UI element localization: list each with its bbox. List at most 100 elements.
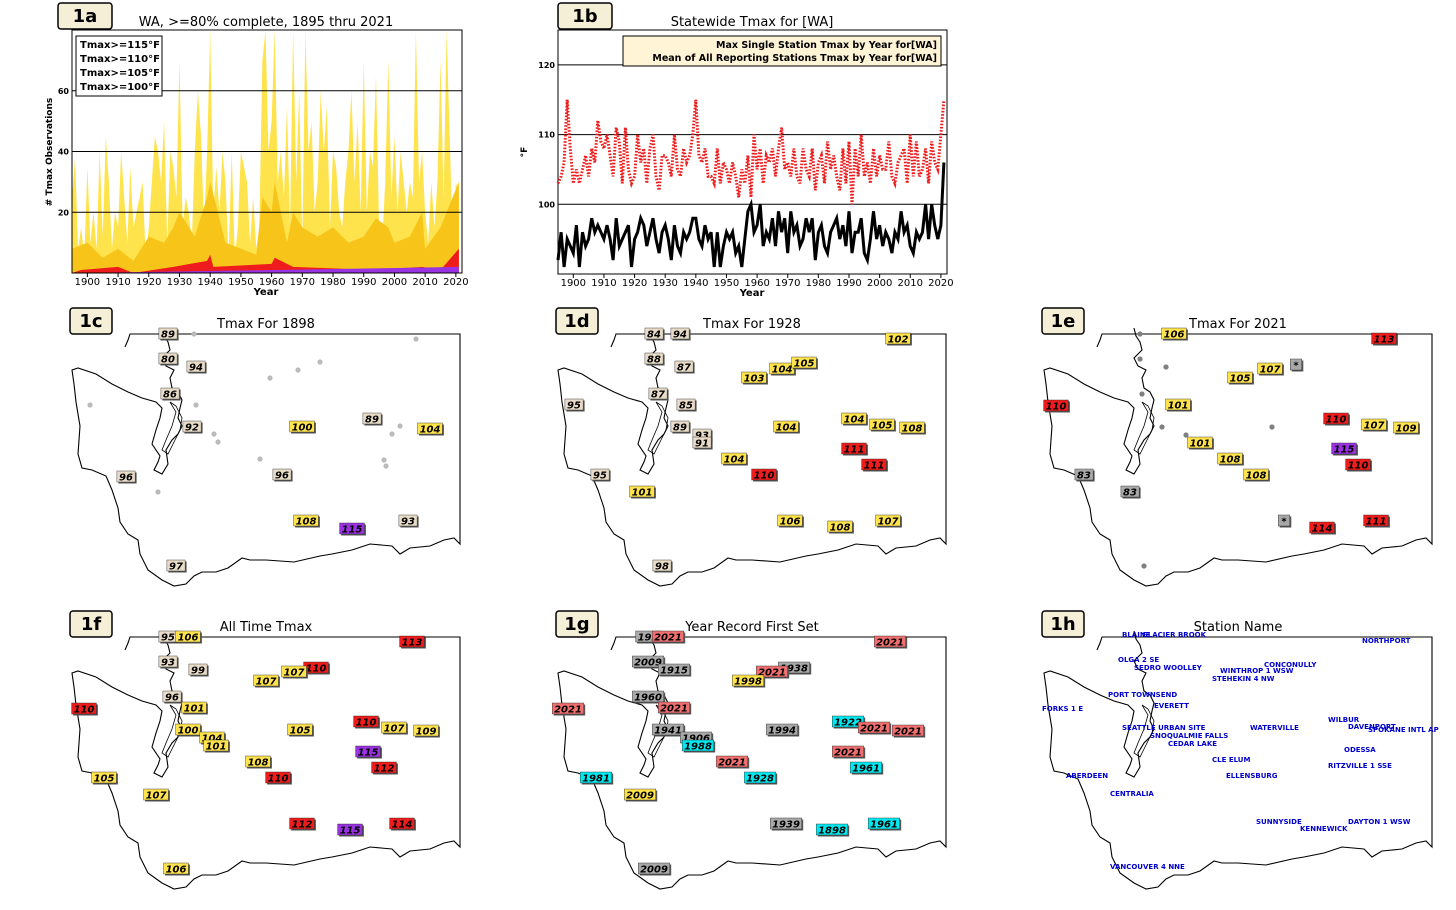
label-box-1g-19 [716, 755, 748, 768]
xtick-1a-10: 2000 [382, 277, 407, 288]
label-1g-26: 1961 [870, 820, 898, 831]
label-box-1g-15 [832, 715, 864, 728]
label-1d-8: 91 [695, 439, 709, 450]
xtick-1a-7: 1970 [290, 277, 315, 288]
label-1g-17: 2021 [894, 727, 922, 738]
panel-tag-1f-text: 1f [81, 614, 102, 635]
ytick-1b-2: 120 [538, 61, 555, 70]
map-sound-1h [1133, 704, 1155, 758]
xtick-1a-4: 1940 [197, 277, 222, 288]
xtick-1a-0: 1900 [75, 277, 100, 288]
station-dot-1e-0 [1137, 331, 1143, 337]
xtick-1a-11: 2010 [412, 277, 437, 288]
label-box-1c-5 [289, 420, 315, 433]
station-name-4: SEDRO WOOLLEY [1134, 664, 1203, 672]
label-1d-6: 89 [673, 423, 687, 434]
label-1g-23: 2009 [626, 791, 654, 802]
label-box-1e-11 [1331, 442, 1357, 455]
xtick-1b-4: 1940 [683, 278, 708, 289]
map-1c: 1c Tmax For 1898 89 80 94 86 92 100 89 104 96 96 108… [69, 307, 461, 587]
label-box-1f-15 [353, 715, 379, 728]
label-box-1d-20 [841, 412, 867, 425]
label-box-1d-10 [590, 468, 610, 481]
label-box-1f-13 [203, 739, 229, 752]
legend-1a-100: Tmax>=100°F [80, 82, 160, 93]
label-1e-15: 83 [1077, 471, 1091, 482]
label-1d-9: 95 [567, 401, 581, 412]
label-box-1e-5 [1043, 399, 1069, 412]
label-1d-10: 95 [593, 471, 607, 482]
label-box-1c-3 [160, 387, 180, 400]
label-1f-24: 112 [292, 820, 313, 831]
label-box-1c-6 [362, 412, 382, 425]
xtick-1a-12: 2020 [443, 277, 468, 288]
label-box-1f-18 [355, 745, 381, 758]
label-1g-20: 1961 [852, 764, 880, 775]
panel-tag-1h-text: 1h [1050, 614, 1075, 635]
label-box-1e-6 [1165, 398, 1191, 411]
panel-tag-1e [1041, 307, 1085, 335]
label-1g-16: 2021 [860, 724, 888, 735]
label-1c-9: 96 [275, 471, 289, 482]
label-1f-20: 112 [374, 764, 395, 775]
label-box-1g-24 [770, 817, 802, 830]
label-1c-4: 92 [185, 423, 199, 434]
label-box-1d-27 [875, 514, 901, 527]
label-1e-8: 110 [1326, 415, 1347, 426]
station-dot-1e-5 [1183, 432, 1189, 438]
label-1f-5: 110 [306, 664, 327, 675]
station-dot-1e-3 [1139, 391, 1145, 397]
label-1e-13: 110 [1348, 461, 1369, 472]
label-1g-4: 1915 [660, 666, 688, 677]
xtick-1b-1: 1910 [591, 278, 616, 289]
label-box-1f-6 [281, 665, 307, 678]
label-1g-12: 1906 [682, 734, 710, 745]
label-box-1d-0 [644, 327, 664, 340]
label-box-1f-21 [91, 771, 117, 784]
label-box-1d-13 [741, 371, 767, 384]
label-1d-15: 105 [794, 359, 815, 370]
series-1a-1 [72, 181, 459, 273]
chart-1a: 1a WA, >=80% complete, 1895 thru 2021 Ye… [45, 2, 469, 298]
label-1d-13: 103 [744, 374, 765, 385]
label-1d-22: 108 [902, 424, 923, 435]
label-1g-18: 2021 [834, 748, 862, 759]
label-box-1e-9 [1361, 418, 1387, 431]
label-box-1g-17 [892, 724, 924, 737]
label-1g-1: 2021 [654, 633, 682, 644]
series-1b-mean [556, 162, 946, 268]
panel-tag-1e-text: 1e [1051, 311, 1076, 332]
label-box-1f-2 [399, 635, 425, 648]
station-dot-1c-12 [381, 457, 387, 463]
label-1e-12: 108 [1220, 455, 1241, 466]
label-1g-6: 2021 [758, 668, 786, 679]
label-1f-10: 110 [74, 705, 95, 716]
map-outline-1g [557, 630, 947, 890]
xtick-1b-10: 2000 [867, 278, 892, 289]
label-box-1f-19 [245, 755, 271, 768]
label-1f-2: 113 [402, 638, 423, 649]
station-dot-1c-4 [211, 431, 217, 437]
label-box-1g-26 [868, 817, 900, 830]
label-1f-12: 104 [202, 734, 223, 745]
label-box-1d-16 [885, 332, 911, 345]
label-box-1e-7 [1187, 436, 1213, 449]
map-1h-title: Station Name [1194, 620, 1283, 635]
label-box-1d-17 [773, 420, 799, 433]
label-1f-14: 105 [290, 726, 311, 737]
label-1g-3: 2009 [634, 658, 662, 669]
label-box-1f-27 [163, 862, 189, 875]
panel-tag-1d-text: 1d [564, 311, 589, 332]
station-dot-1c-3 [193, 402, 199, 408]
station-dot-1c-13 [383, 463, 389, 469]
label-box-1f-9 [181, 701, 207, 714]
station-name-18: ODESSA [1344, 746, 1376, 754]
label-box-1g-6 [756, 665, 788, 678]
label-1f-15: 110 [356, 718, 377, 729]
label-box-1e-3 [1227, 371, 1253, 384]
station-dot-1c-2 [87, 402, 93, 408]
label-box-1f-8 [162, 690, 182, 703]
legend-1a-105: Tmax>=105°F [80, 68, 160, 79]
